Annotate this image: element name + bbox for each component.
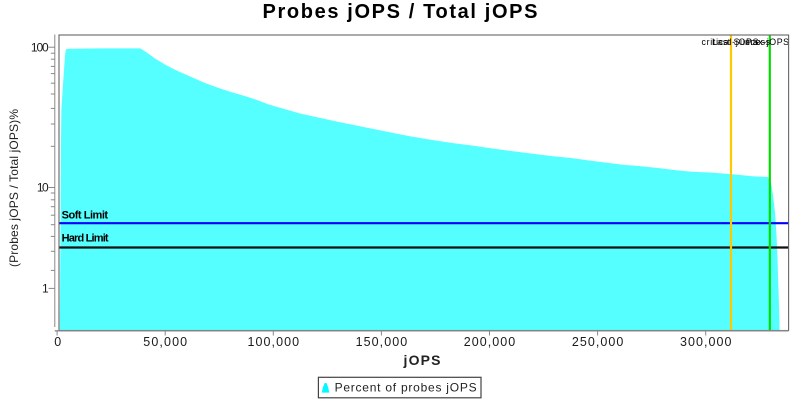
- svg-text:Soft Limit: Soft Limit: [62, 209, 109, 221]
- svg-text:200,000: 200,000: [464, 335, 516, 349]
- svg-text:300,000: 300,000: [680, 335, 732, 349]
- svg-text:100: 100: [31, 40, 49, 54]
- svg-text:250,000: 250,000: [572, 335, 624, 349]
- svg-text:max-jOPS: max-jOPS: [745, 37, 789, 47]
- svg-text:1: 1: [42, 282, 49, 296]
- svg-text:(Probes jOPS / Total jOPS)%: (Probes jOPS / Total jOPS)%: [7, 109, 21, 267]
- svg-text:Hard Limit: Hard Limit: [62, 233, 109, 245]
- svg-text:Percent of probes jOPS: Percent of probes jOPS: [335, 381, 477, 395]
- svg-text:150,000: 150,000: [356, 335, 408, 349]
- svg-text:Last Success: Last Success: [712, 37, 771, 47]
- svg-text:50,000: 50,000: [143, 335, 187, 349]
- svg-text:critical-jOPS: critical-jOPS: [702, 37, 759, 47]
- svg-text:10: 10: [37, 181, 49, 195]
- svg-text:0: 0: [54, 335, 61, 349]
- svg-text:100,000: 100,000: [248, 335, 300, 349]
- svg-text:jOPS: jOPS: [403, 352, 441, 368]
